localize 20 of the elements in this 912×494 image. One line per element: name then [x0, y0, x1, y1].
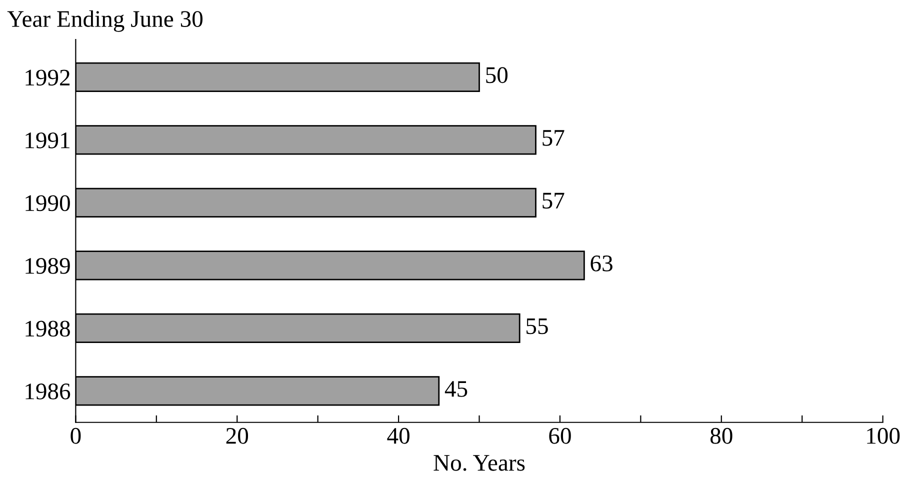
x-tick-label: 20	[226, 428, 248, 444]
y-tick-label: 1990	[26, 195, 70, 212]
data-label: 63	[590, 256, 612, 272]
data-label: 57	[542, 192, 564, 209]
y-tick-label: 1988	[26, 320, 70, 337]
x-axis-title: No. Years	[434, 455, 525, 471]
x-tick-label: 60	[549, 428, 571, 444]
data-label: 50	[486, 67, 508, 84]
data-label: 45	[444, 381, 468, 397]
x-tick-label: 100	[867, 428, 900, 444]
x-tick-label: 0	[70, 428, 81, 444]
y-tick-label: 1992	[26, 70, 70, 86]
x-tick-label: 80	[710, 428, 732, 444]
data-label: 55	[526, 318, 548, 334]
x-tick-label: 40	[387, 428, 410, 444]
y-tick-label: 1991	[26, 132, 70, 148]
y-tick-label: 1989	[26, 258, 70, 274]
y-tick-label: 1986	[26, 383, 70, 400]
data-label: 57	[542, 130, 564, 146]
y-axis-title: Year Ending June 30	[7, 10, 203, 32]
